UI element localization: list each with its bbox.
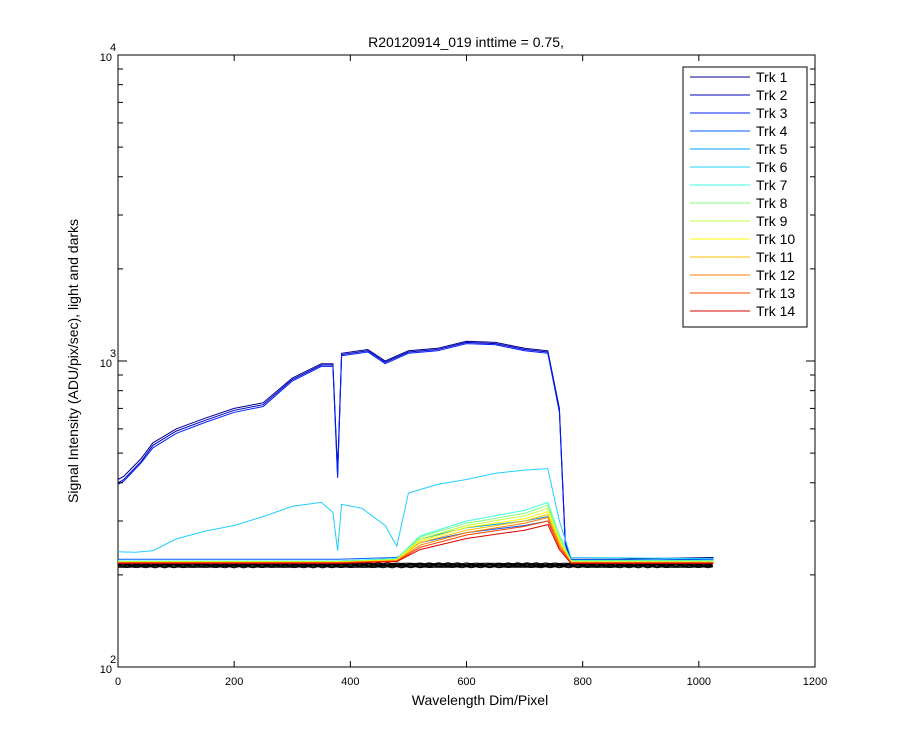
y-tick-label-base: 10 (100, 52, 112, 64)
series-line-trk-7 (118, 501, 714, 562)
x-tick-label: 400 (341, 676, 359, 688)
chart-title: R20120914_019 inttime = 0.75, (368, 34, 564, 50)
legend-label: Trk 1 (756, 69, 788, 85)
series-lines (118, 340, 714, 564)
legend-label: Trk 11 (756, 249, 794, 265)
series-line-trk-6 (118, 468, 714, 560)
legend-label: Trk 14 (756, 303, 795, 319)
legend-label: Trk 6 (756, 159, 788, 175)
series-line-trk-14 (118, 524, 714, 564)
y-tick-label-exponent: 3 (110, 348, 116, 360)
series-line-trk-13 (118, 520, 714, 564)
legend-label: Trk 4 (756, 123, 788, 139)
legend-label: Trk 8 (756, 195, 788, 211)
legend-label: Trk 12 (756, 267, 795, 283)
legend-box (682, 66, 808, 328)
legend-label: Trk 10 (756, 231, 795, 247)
y-axis-label: Signal Intensity (ADU/pix/sec), light an… (65, 219, 81, 503)
y-tick-label-base: 10 (100, 664, 112, 676)
legend-label: Trk 3 (756, 105, 788, 121)
series-line-trk-3 (118, 343, 714, 563)
legend-label: Trk 9 (756, 213, 788, 229)
y-tick-label-exponent: 4 (110, 42, 116, 54)
x-tick-label: 800 (573, 676, 591, 688)
dark-trace (118, 566, 713, 569)
x-tick-label: 0 (115, 676, 121, 688)
legend-label: Trk 7 (756, 177, 788, 193)
y-tick-label-exponent: 2 (110, 654, 116, 666)
legend: Trk 1 Trk 2 Trk 3 Trk 4 Trk 5 Trk 6 Trk 7 Trk 8… (682, 66, 808, 328)
legend-label: Trk 13 (756, 285, 795, 301)
x-tick-label: 600 (457, 676, 475, 688)
legend-label: Trk 2 (756, 87, 788, 103)
legend-label: Trk 5 (756, 141, 788, 157)
x-tick-label: 200 (225, 676, 243, 688)
x-tick-label: 1000 (687, 676, 711, 688)
series-line-trk-11 (118, 513, 714, 563)
y-tick-label-base: 10 (100, 358, 112, 370)
dark-trace (118, 563, 713, 566)
x-axis-label: Wavelength Dim/Pixel (412, 692, 548, 708)
x-tick-label: 1200 (803, 676, 827, 688)
dark-trace (118, 563, 713, 566)
